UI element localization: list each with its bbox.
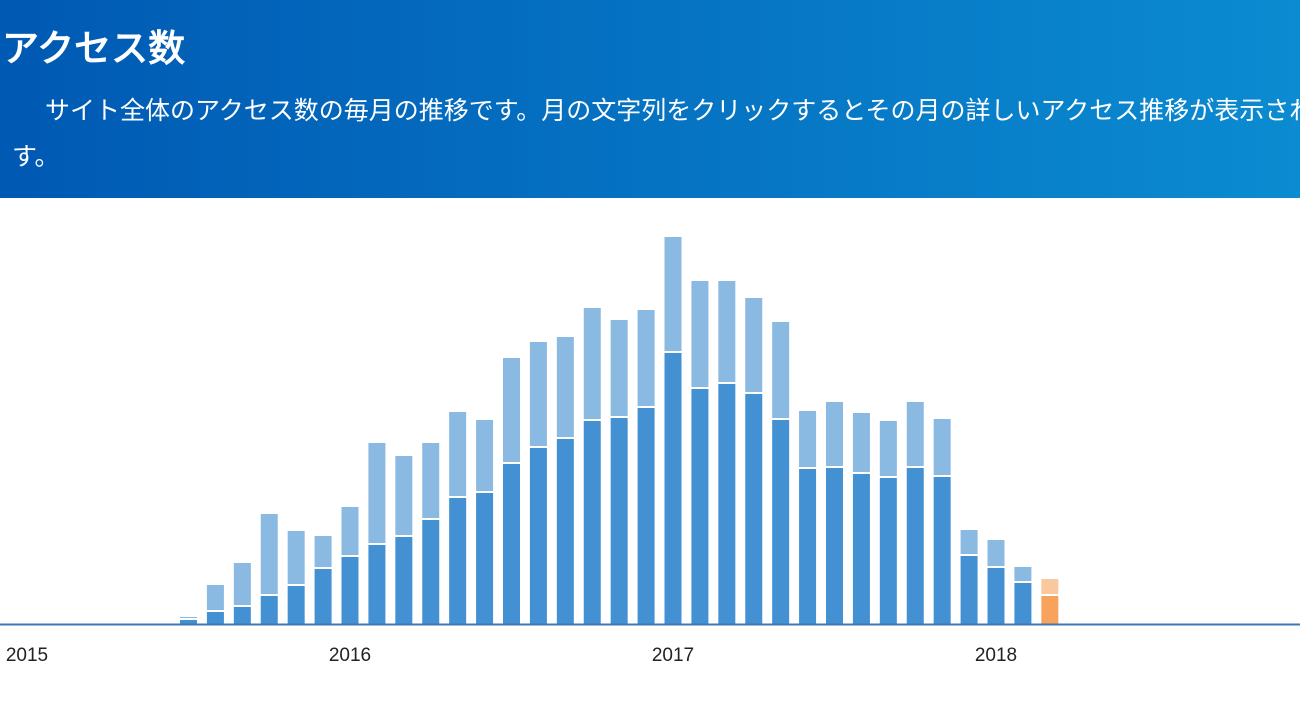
bar-segment <box>395 456 413 535</box>
bar-segment <box>879 478 897 624</box>
bar-segment <box>395 537 413 624</box>
bar-segment <box>906 402 924 466</box>
bar-segment <box>233 563 251 605</box>
bar-segment <box>449 412 467 496</box>
bar-segment <box>799 411 817 467</box>
bar-segment <box>206 585 224 610</box>
title: アクセス数 <box>2 27 186 70</box>
bar-segment <box>233 607 251 624</box>
x-tick-label: 2016 <box>329 645 371 666</box>
description: サイト全体のアクセス数の毎月の推移です。月の文字列をクリックするとその月の詳しい… <box>12 96 1300 171</box>
bar-segment <box>610 418 628 624</box>
bar-segment <box>772 420 790 624</box>
bar-segment <box>368 545 386 624</box>
x-tick-label: 2018 <box>975 645 1017 666</box>
bar-segment <box>503 464 520 624</box>
bar-segment <box>718 384 736 624</box>
bar-segment <box>987 540 1005 566</box>
bar-segment <box>476 420 494 491</box>
bar-segment <box>852 413 870 472</box>
bar-segment <box>664 353 682 624</box>
bar-segment <box>906 468 924 624</box>
bar-segment <box>314 569 332 624</box>
header: アクセス数 サイト全体のアクセス数の毎月の推移です。月の文字列をクリックするとそ… <box>0 0 1300 198</box>
bar-segment <box>529 342 547 446</box>
bar-segment <box>960 556 978 624</box>
bar-segment <box>826 468 843 624</box>
bar-segment <box>287 531 305 584</box>
bar-segment <box>610 320 628 416</box>
bar-segment <box>206 612 224 624</box>
bar-segment <box>1014 583 1032 624</box>
bar-segment <box>556 439 574 624</box>
bar-segment <box>260 596 278 624</box>
x-tick-label: 2015 <box>6 645 48 666</box>
bar-segment <box>745 298 763 392</box>
bar-segment <box>287 586 305 624</box>
bar-segment <box>503 358 520 462</box>
bar-segment <box>799 469 817 624</box>
bar-segment <box>314 536 332 567</box>
bar-segment <box>691 389 709 624</box>
bar-segment <box>180 620 197 624</box>
bar-segment <box>879 421 897 476</box>
bar-segment <box>933 477 951 624</box>
bar-segment <box>637 408 655 624</box>
bar-segment <box>718 281 736 382</box>
bar-segment <box>960 530 978 554</box>
bar-segment <box>987 568 1005 624</box>
bar-segment <box>180 617 197 618</box>
bar-segment <box>422 443 440 518</box>
bar-segment <box>1041 579 1059 594</box>
bar-segment <box>637 310 655 406</box>
bar-segment <box>1041 596 1059 624</box>
bar-segment <box>422 520 440 624</box>
x-tick-label: 2017 <box>652 645 694 666</box>
bar-segment <box>260 514 278 594</box>
bar-segment <box>691 281 709 387</box>
bar-segment <box>852 474 870 624</box>
bar-segment <box>341 507 359 555</box>
bar-segment <box>556 337 574 437</box>
bar-segment <box>772 322 790 418</box>
bar-segment <box>745 394 763 624</box>
bar-segment <box>529 448 547 624</box>
bar-segment <box>341 557 359 624</box>
bar-segment <box>449 498 467 624</box>
bar-segment <box>368 443 386 543</box>
bar-segment <box>826 402 843 466</box>
bar-segment <box>1014 567 1032 581</box>
bar-segment <box>583 421 601 624</box>
chart: 2015 2016 2017 2018 <box>0 237 1300 666</box>
bar-segment <box>664 237 682 351</box>
bar-segment <box>583 308 601 419</box>
bar-segment <box>476 493 494 624</box>
bar-segment <box>933 419 951 475</box>
